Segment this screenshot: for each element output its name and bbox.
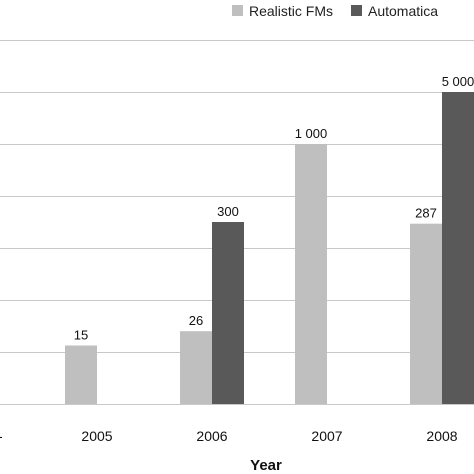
- legend-swatch-realistic-fms: [232, 5, 243, 16]
- data-label-realistic-fms-2008: 287: [415, 206, 437, 221]
- y-axis-tick-fragment: -: [0, 428, 3, 444]
- data-labels: 15 26 300 1 000 287 5 000: [74, 74, 474, 343]
- legend-label-realistic-fms: Realistic FMs: [249, 3, 333, 19]
- bar-realistic-fms-2008: [410, 223, 442, 404]
- x-tick-2007: 2007: [311, 428, 342, 444]
- data-label-realistic-fms-2006: 26: [189, 313, 203, 328]
- x-tick-2008: 2008: [426, 428, 457, 444]
- data-label-realistic-fms-2005: 15: [74, 328, 88, 343]
- legend-label-automatica: Automatica: [368, 3, 438, 19]
- data-label-automatica-2006: 300: [217, 204, 239, 219]
- legend-swatch-automatica: [351, 5, 362, 16]
- x-tick-labels: 2005 2006 2007 2008: [81, 428, 457, 444]
- x-tick-2005: 2005: [81, 428, 112, 444]
- legend: Realistic FMs Automatica: [232, 3, 438, 19]
- bar-realistic-fms-2007: [295, 144, 327, 404]
- bar-automatica-2008: [442, 92, 474, 404]
- bar-realistic-fms-2005: [65, 345, 97, 404]
- data-label-automatica-2008: 5 000: [442, 74, 474, 89]
- bars: [65, 92, 474, 404]
- data-label-realistic-fms-2007: 1 000: [295, 126, 328, 141]
- x-tick-2006: 2006: [196, 428, 227, 444]
- x-axis-title: Year: [250, 457, 282, 474]
- bar-realistic-fms-2006: [180, 331, 212, 404]
- bar-automatica-2006: [212, 222, 244, 404]
